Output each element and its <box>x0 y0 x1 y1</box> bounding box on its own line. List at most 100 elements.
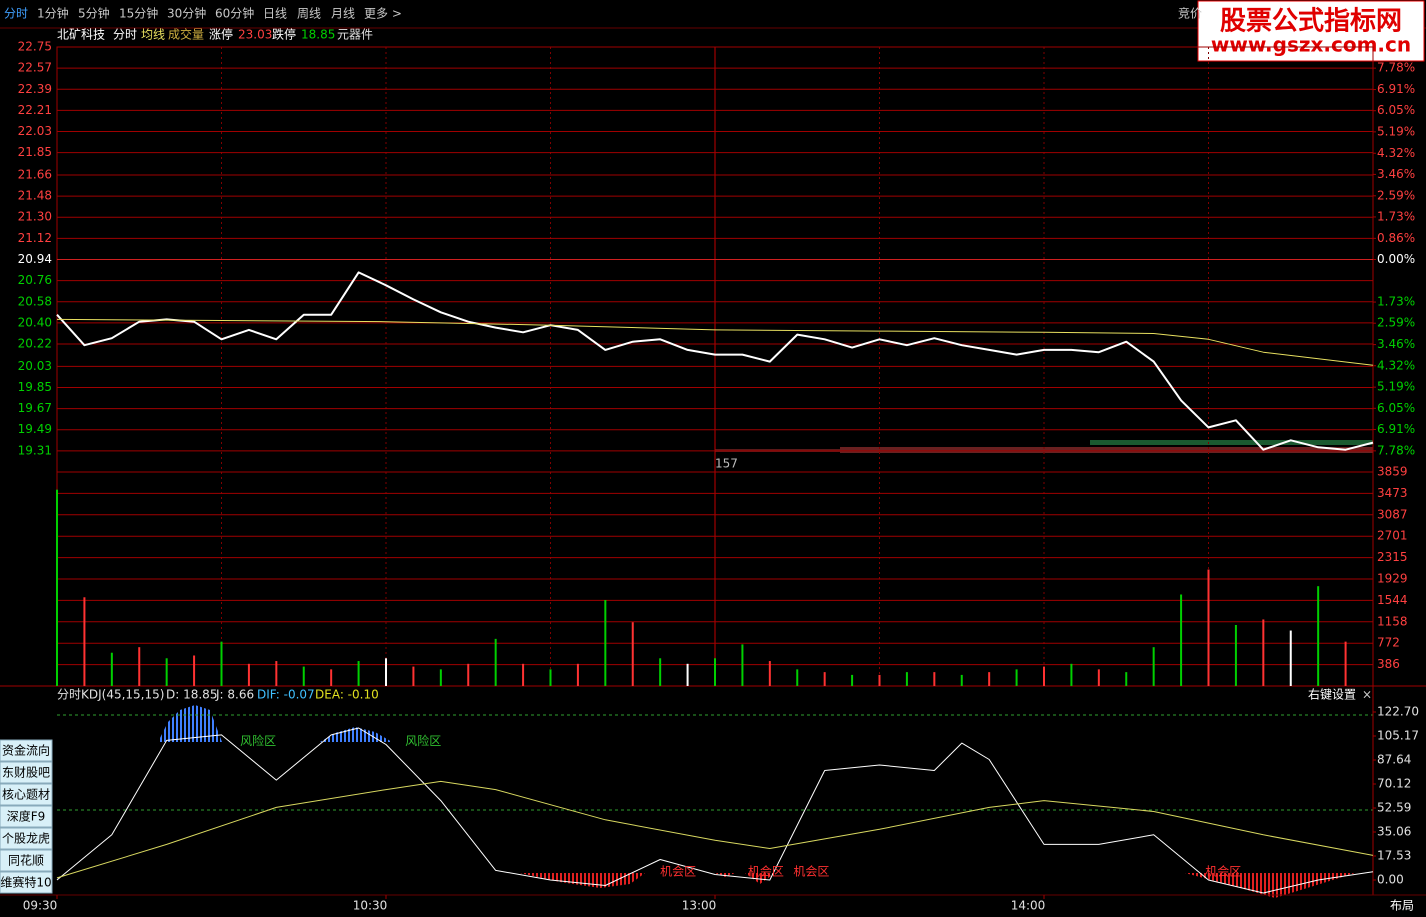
volume-bar <box>1234 624 1237 686</box>
y2-tick-label: 5.19% <box>1377 124 1415 138</box>
toolbar-tab[interactable]: 5分钟 <box>78 6 110 21</box>
volume-bar <box>631 622 634 686</box>
toolbar-tab[interactable]: 60分钟 <box>215 6 254 21</box>
volume-bar <box>494 638 497 686</box>
y-tick-label: 21.30 <box>18 210 52 224</box>
volume-bar <box>247 663 250 686</box>
toolbar-tab[interactable]: 月线 <box>331 7 355 21</box>
zone-label: 机会区 <box>660 864 696 878</box>
volume-bar <box>330 669 333 686</box>
sidebar-label[interactable]: 核心题材 <box>2 788 50 802</box>
sidebar-button[interactable] <box>0 805 53 828</box>
volume-bar <box>439 669 442 686</box>
volume-bar <box>796 669 799 686</box>
series-line <box>56 780 1374 879</box>
layout-button[interactable]: 布局 <box>1390 899 1414 913</box>
y-tick-label: 21.66 <box>18 167 52 181</box>
y-tick-label: 20.40 <box>18 315 52 329</box>
toolbar-tab[interactable]: 更多 > <box>364 7 402 21</box>
y2-tick-label: 6.91% <box>1377 422 1415 436</box>
toolbar-tab[interactable]: 分时 <box>4 7 28 21</box>
y-tick-label: 22.21 <box>18 103 52 117</box>
sidebar-button[interactable] <box>0 783 53 806</box>
sidebar-button[interactable] <box>0 849 53 872</box>
volume-bar <box>1344 641 1347 686</box>
volume-bar <box>220 641 223 686</box>
x-tick-label: 10:30 <box>353 899 388 913</box>
y2-tick-label: 1.73% <box>1377 209 1415 223</box>
y2-tick-label: 2.59% <box>1377 188 1415 202</box>
kdj-stat: D: 18.85 <box>166 688 217 702</box>
volume-bar <box>604 600 607 686</box>
toolbar-tab[interactable]: 30分钟 <box>167 6 206 21</box>
volume-bar <box>412 666 415 686</box>
toolbar-tab[interactable]: 日线 <box>263 7 287 21</box>
limit-down-label: 跌停 <box>272 27 296 42</box>
y2-tick-label: 4.32% <box>1377 146 1415 160</box>
volume-bar <box>823 672 826 686</box>
y-tick-label: 70.12 <box>1377 776 1411 790</box>
volume-bar <box>165 658 168 686</box>
volume-bar <box>1097 669 1100 686</box>
y-tick-label: 87.64 <box>1377 753 1411 767</box>
sidebar-button[interactable] <box>0 871 53 894</box>
limit-up-label: 涨停 <box>209 27 233 42</box>
zone-label: 风险区 <box>405 733 441 748</box>
y-tick-label: 3859 <box>1377 465 1408 479</box>
y-tick-label: 2701 <box>1377 529 1408 543</box>
toolbar-tab[interactable]: 周线 <box>297 7 321 21</box>
y-tick-label: 20.76 <box>18 273 52 287</box>
y-tick-label: 3473 <box>1377 486 1408 500</box>
volume-bar <box>851 674 854 686</box>
y2-tick-label: 5.19% <box>1377 380 1415 394</box>
sidebar-button[interactable] <box>0 739 53 762</box>
sidebar-label[interactable]: 东财股吧 <box>2 766 50 780</box>
orderbook-bar <box>840 447 1373 453</box>
y2-tick-label: 6.91% <box>1377 82 1415 96</box>
volume-bar <box>1262 619 1265 686</box>
y-tick-label: 35.06 <box>1377 824 1411 838</box>
volume-bar <box>385 658 387 686</box>
sidebar-label[interactable]: 同花顺 <box>8 853 44 868</box>
y-tick-label: 1929 <box>1377 572 1408 586</box>
volume-bar <box>302 666 305 686</box>
orderbook-bar <box>1090 440 1373 445</box>
toolbar-tab[interactable]: 1分钟 <box>37 6 69 21</box>
toolbar-right[interactable]: 竞价 <box>1178 7 1202 21</box>
y-tick-label: 20.03 <box>18 359 52 373</box>
sidebar-button[interactable] <box>0 827 53 850</box>
sidebar-label[interactable]: 个股龙虎 <box>2 832 50 846</box>
close[interactable]: × <box>1362 688 1372 702</box>
watermark-title: 股票公式指标网 <box>1220 7 1402 37</box>
settings[interactable]: 右键设置 <box>1308 687 1356 702</box>
sidebar-button[interactable] <box>0 761 53 784</box>
volume-bar <box>988 672 991 686</box>
volume-bar <box>1070 663 1073 686</box>
series-line <box>56 271 1374 451</box>
chart-layer: 分时 1分钟 5分钟 15分钟 30分钟 60分钟 日线 周线 月线 更多 > 资金流向东财股吧核心… <box>0 6 1426 913</box>
toolbar-tab[interactable]: 15分钟 <box>119 6 158 21</box>
volume-bar <box>549 669 552 686</box>
legend-average: 均线 <box>141 28 165 42</box>
watermark-url: www.gszx.com.cn <box>1211 33 1411 57</box>
y-tick-label: 20.94 <box>18 252 52 266</box>
sidebar-label[interactable]: 资金流向 <box>2 743 50 758</box>
y-tick-label: 21.85 <box>18 145 52 159</box>
sidebar-label[interactable]: 维赛特10 <box>0 875 51 890</box>
y-tick-label: 17.53 <box>1377 848 1411 862</box>
risk-zone <box>320 727 392 742</box>
volume-bar <box>1015 669 1018 686</box>
volume-bar <box>56 489 58 686</box>
volume-bar <box>960 674 963 686</box>
stock-name: 北矿科技 <box>57 28 105 42</box>
y-tick-label: 2315 <box>1377 550 1408 564</box>
y-tick-label: 122.70 <box>1377 705 1419 719</box>
volume-bar <box>467 663 470 686</box>
sidebar-label[interactable]: 深度F9 <box>7 809 46 824</box>
zone-label: 机会区 <box>793 864 829 878</box>
opportunity-zone <box>520 873 645 888</box>
y2-tick-label: 0.00% <box>1377 252 1415 266</box>
y-tick-label: 21.12 <box>18 231 52 245</box>
